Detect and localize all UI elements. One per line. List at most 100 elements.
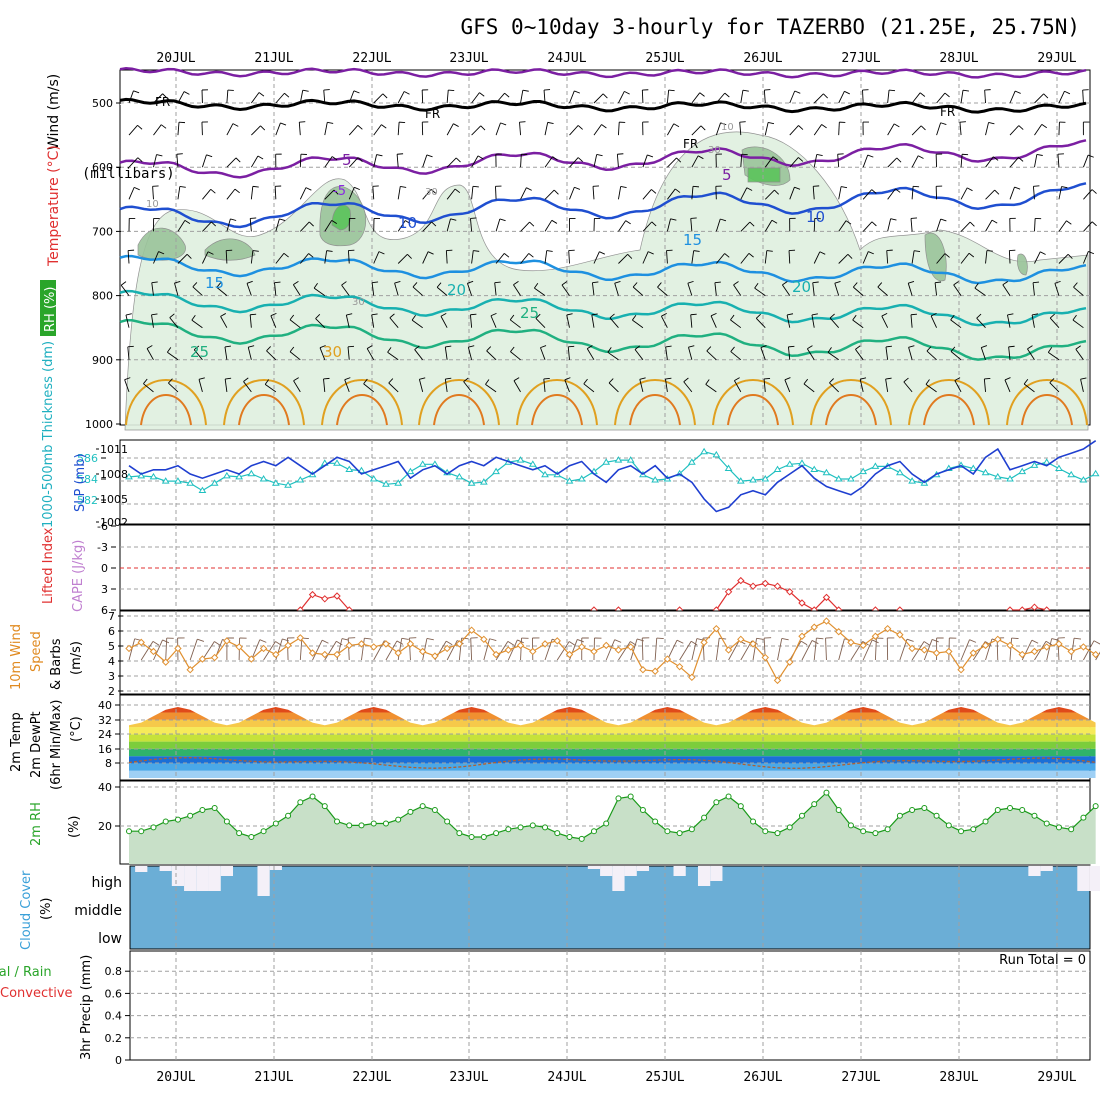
- wind-barb-flag: [994, 189, 1000, 195]
- isotherm-label-25b: 25: [190, 343, 209, 361]
- thickness-line-point: [969, 464, 978, 471]
- wind-barb-shaft: [1002, 284, 1011, 296]
- precip-tick-label: 0.6: [105, 987, 123, 1000]
- wind-barb-shaft: [618, 253, 628, 264]
- wind-barb-shaft: [373, 251, 380, 264]
- wind-barb-10m-flag: [489, 638, 497, 641]
- isotherm-30-arc: [321, 379, 403, 426]
- wind-barb-shaft: [1031, 314, 1035, 328]
- wind-barb-shaft: [616, 154, 619, 168]
- wind-barb-flag: [984, 377, 991, 380]
- rh-2m-line-point: [896, 812, 903, 819]
- wind-barb-shaft: [908, 347, 913, 360]
- wind-barb-10m-flag: [336, 640, 343, 646]
- wind-barb-flag: [690, 313, 697, 316]
- wind-barb-flag: [661, 312, 667, 317]
- thickness-line-point: [1091, 469, 1100, 477]
- date-label-bottom: 24JUL: [547, 1070, 586, 1085]
- wind-barb-shaft: [1027, 348, 1035, 361]
- wind-barb-shaft: [226, 218, 231, 232]
- lifted-index-axis: -6 -3 0 3 6: [97, 520, 116, 617]
- wind-barb-10m-flag: [321, 639, 329, 644]
- rh-2m-line-point: [835, 806, 842, 813]
- wind-barb-shaft: [811, 314, 815, 328]
- rh-2m-line-point: [970, 826, 977, 833]
- isotherm-label-20: 20: [447, 281, 466, 299]
- wind-barb-shaft: [715, 122, 721, 136]
- slp-tick-label: 1008: [100, 468, 128, 481]
- wind-barb-10m: [128, 638, 136, 661]
- wind-barb-flag: [724, 253, 730, 258]
- freezing-label: FR: [155, 95, 170, 109]
- isotherm-30-arc: [1006, 379, 1088, 426]
- wind-barb-shaft: [373, 124, 382, 136]
- wind-barb-shaft: [976, 317, 986, 329]
- wind-barb-shaft: [764, 189, 775, 200]
- wind-barb-shaft: [543, 90, 546, 104]
- wind-barb-flag: [529, 221, 535, 227]
- wind-speed-10m-line-point: [810, 623, 818, 631]
- wind-barb-shaft: [127, 346, 130, 360]
- wind-barb-shaft: [666, 218, 671, 232]
- wind-barb-shaft: [411, 319, 423, 329]
- thickness-line-point: [382, 480, 390, 487]
- wind-barb-flag: [774, 189, 780, 195]
- wind-barb-10m-flag: [152, 641, 160, 646]
- wind-barb-flag: [592, 281, 599, 284]
- wind-barb-shaft: [1023, 383, 1035, 393]
- wind-barb-10m: [153, 639, 163, 661]
- temp-tick-label: 8: [105, 757, 112, 770]
- wind-barb-10m-flag: [811, 640, 819, 645]
- isotherm-30-arc: [223, 379, 305, 426]
- wind-barb-flag: [706, 346, 712, 352]
- wind-speed-10m-line-point: [822, 617, 831, 625]
- wind-barb-10m: [507, 639, 518, 661]
- ylabel-precip: 3hr Precip (mm): [79, 955, 94, 1060]
- wind-barb-flag: [551, 219, 558, 224]
- run-total: Run Total = 0: [999, 953, 1086, 968]
- wind-barb-10m-flag: [341, 638, 349, 641]
- wind-barb-flag: [1047, 347, 1053, 353]
- wind-barb-10m: [862, 639, 873, 661]
- wind-speed-10m-line-point: [272, 650, 280, 659]
- wind-barb-shaft: [544, 156, 553, 168]
- isotherm-label-5: 5: [342, 151, 352, 169]
- wind-barb-shaft: [960, 154, 963, 168]
- wind-barb-10m: [422, 638, 428, 661]
- pressure-axis: 500 600 700 800 900 1000: [85, 97, 121, 431]
- wind-speed-10m-line-point: [1055, 640, 1063, 648]
- wind-barb-10m-flag: [656, 637, 664, 640]
- wind-barb-flag: [720, 122, 727, 126]
- wind-speed-10m-line-point: [688, 673, 696, 682]
- wind-barb-flag: [993, 156, 999, 161]
- wind-barb-shaft: [520, 253, 530, 264]
- pressure-tick-label: 900: [92, 354, 113, 367]
- wind-barb-shaft: [642, 154, 648, 168]
- wind-barb-10m: [728, 640, 740, 661]
- isotherm-label-10b: 10: [806, 208, 825, 226]
- wind-barb-shaft: [226, 123, 234, 136]
- isotherm-label-30: 30: [323, 343, 342, 361]
- pressure-tick-label: 1000: [85, 418, 113, 431]
- wind-barb-flag: [1004, 377, 1011, 381]
- wind-10m-axis: 7 6 5 4 3 2: [108, 610, 123, 698]
- wind-barb-shaft: [495, 186, 497, 200]
- wind-barb-flag: [890, 218, 897, 221]
- wind-barb-shaft: [412, 286, 423, 296]
- wind-barb-shaft: [397, 186, 401, 200]
- thickness-line-point: [369, 475, 378, 482]
- wind-speed-10m-line-point: [626, 643, 635, 651]
- wind-barb-flag: [331, 156, 338, 161]
- wind-barb-shaft: [299, 90, 304, 104]
- wind-barb-flag: [486, 346, 492, 352]
- wind-barb-flag: [327, 121, 334, 124]
- slp-line: [128, 440, 1097, 513]
- wind-barb-shaft: [128, 157, 139, 168]
- dewpoint-line: [128, 757, 1096, 769]
- rh-2m-line-point: [419, 803, 426, 810]
- wind-barb-flag: [258, 92, 265, 97]
- wind-barb-shaft: [345, 314, 350, 328]
- wind-barb-shaft: [371, 282, 375, 296]
- wind-barb-flag: [591, 313, 598, 316]
- wind-speed-10m-line-point: [174, 644, 182, 653]
